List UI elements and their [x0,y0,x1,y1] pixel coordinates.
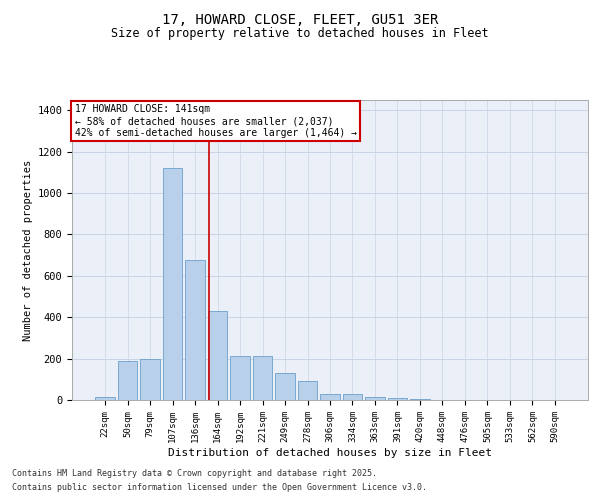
Bar [140,358,160,400]
X-axis label: Distribution of detached houses by size in Fleet: Distribution of detached houses by size … [168,448,492,458]
Y-axis label: Number of detached properties: Number of detached properties [23,160,33,340]
Text: 17, HOWARD CLOSE, FLEET, GU51 3ER: 17, HOWARD CLOSE, FLEET, GU51 3ER [162,12,438,26]
Bar [343,394,362,400]
Bar [388,398,407,400]
Bar [410,399,430,400]
Text: Contains HM Land Registry data © Crown copyright and database right 2025.: Contains HM Land Registry data © Crown c… [12,468,377,477]
Bar [275,373,295,400]
Bar [298,382,317,400]
Bar [185,260,205,400]
Bar [118,360,137,400]
Text: Size of property relative to detached houses in Fleet: Size of property relative to detached ho… [111,28,489,40]
Bar [230,356,250,400]
Bar [163,168,182,400]
Bar [365,397,385,400]
Bar [320,394,340,400]
Text: 17 HOWARD CLOSE: 141sqm
← 58% of detached houses are smaller (2,037)
42% of semi: 17 HOWARD CLOSE: 141sqm ← 58% of detache… [74,104,356,138]
Bar [253,356,272,400]
Bar [95,397,115,400]
Bar [208,311,227,400]
Text: Contains public sector information licensed under the Open Government Licence v3: Contains public sector information licen… [12,484,427,492]
